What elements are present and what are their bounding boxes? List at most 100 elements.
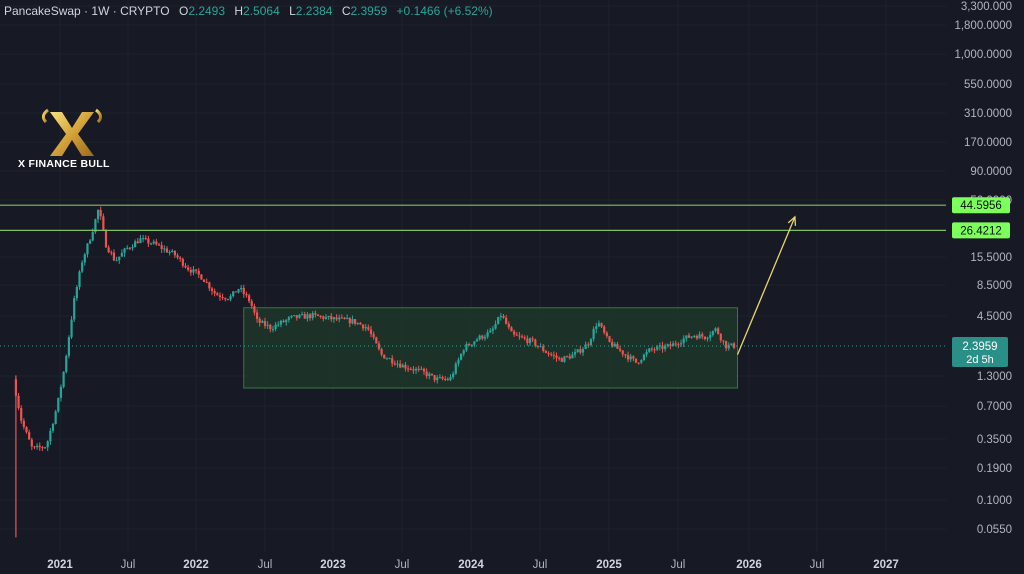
candle-body [573, 352, 577, 355]
candle-body [674, 343, 677, 345]
candle-body [192, 269, 195, 273]
candle-body [269, 324, 272, 330]
candle-body [592, 328, 595, 340]
candle-body [216, 293, 219, 296]
candle-body [701, 334, 704, 337]
candle-body [22, 420, 25, 428]
candle-body [149, 243, 153, 245]
candle-body [237, 289, 240, 293]
candle-body [640, 360, 643, 363]
time-axis[interactable]: 2021 Jul 2022 Jul 2023 Jul 2024 Jul 2025 Jul 2026 J… [47, 559, 899, 571]
candle-body [430, 373, 434, 376]
candle-body [587, 344, 590, 346]
x-tick-label: Jul [395, 559, 410, 571]
symbol-name[interactable]: PancakeSwap [4, 4, 81, 18]
candle-body [187, 267, 190, 270]
candle-body [25, 427, 28, 433]
candle-body [401, 364, 404, 368]
candle-body [160, 245, 163, 249]
candle-body [637, 362, 640, 364]
candle-body [399, 363, 402, 368]
candle-body [335, 317, 338, 320]
interval[interactable]: 1W [91, 4, 110, 18]
candle-body [571, 354, 574, 359]
candle-body [232, 291, 235, 297]
x-finance-bull-logo-icon [41, 108, 103, 156]
candle-body [319, 315, 322, 317]
candle-body [131, 247, 134, 249]
candle-body [513, 331, 516, 335]
candle-body [67, 337, 71, 356]
candles [14, 206, 736, 538]
x-tick-label: Jul [258, 559, 273, 571]
candle-body [38, 445, 41, 448]
candle-body [661, 345, 664, 350]
candle-body [75, 287, 78, 299]
candle-body [285, 319, 288, 323]
candle-body [332, 317, 336, 320]
candle-body [695, 335, 699, 339]
candle-body [717, 328, 720, 334]
candle-body [242, 287, 245, 295]
candle-body [54, 411, 57, 424]
candle-body [49, 430, 52, 442]
candle-body [414, 368, 418, 371]
candle-body [234, 291, 237, 293]
x-tick-label: 2023 [320, 559, 346, 571]
y-tick-label: 1.3000 [977, 371, 1012, 383]
candle-body [377, 343, 381, 350]
candle-body [83, 254, 86, 263]
arrow-head [787, 215, 797, 226]
candle-body [81, 262, 84, 272]
candle-body [70, 319, 73, 338]
candle-body [645, 351, 648, 355]
candle-body [277, 324, 280, 326]
candle-body [282, 320, 285, 323]
candle-body [473, 341, 476, 345]
candle-body [566, 356, 569, 358]
candle-body [240, 287, 243, 290]
y-tick-label: 1,000.0000 [954, 49, 1012, 61]
candle-body [181, 258, 184, 266]
candle-body [703, 336, 707, 339]
price-axis[interactable]: 3,300.000 1,800.0000 1,000.0000 550.0000 310… [954, 1, 1012, 536]
candle-body [520, 336, 524, 338]
separator: · [80, 4, 92, 18]
candle-body [301, 314, 304, 316]
candle-body [407, 368, 410, 370]
y-tick-label: 0.3500 [977, 434, 1012, 446]
candle-body [126, 247, 129, 249]
candle-body [115, 260, 118, 262]
candle-body [497, 316, 500, 325]
candle-body [531, 338, 534, 340]
candle-body [322, 316, 325, 319]
watermark-text: X FINANCE BULL [18, 158, 110, 170]
candle-body [43, 447, 47, 449]
candle-body [99, 209, 102, 217]
y-tick-label: 0.0550 [977, 524, 1012, 536]
projection-arrow-line[interactable] [736, 216, 796, 355]
current-price-label: 2.3959 [962, 341, 997, 353]
candle-body [388, 358, 391, 360]
x-tick-label: Jul [121, 559, 136, 571]
x-tick-label: 2026 [736, 559, 762, 571]
candle-body [632, 356, 635, 359]
candle-body [722, 340, 725, 342]
candle-body [679, 343, 683, 345]
candle-body [727, 344, 730, 349]
candle-body [197, 270, 200, 275]
candle-body [558, 357, 561, 359]
candle-body [274, 324, 277, 330]
candle-body [499, 316, 502, 318]
candle-body [391, 358, 394, 364]
candle-body [250, 301, 253, 307]
candle-body [173, 250, 177, 256]
candle-body [584, 344, 587, 350]
y-tick-label: 8.5000 [977, 280, 1012, 292]
x-tick-label: Jul [810, 559, 825, 571]
candle-body [290, 315, 293, 318]
candle-body [489, 330, 492, 333]
x-tick-label: 2021 [47, 559, 73, 571]
candle-body [308, 314, 312, 319]
